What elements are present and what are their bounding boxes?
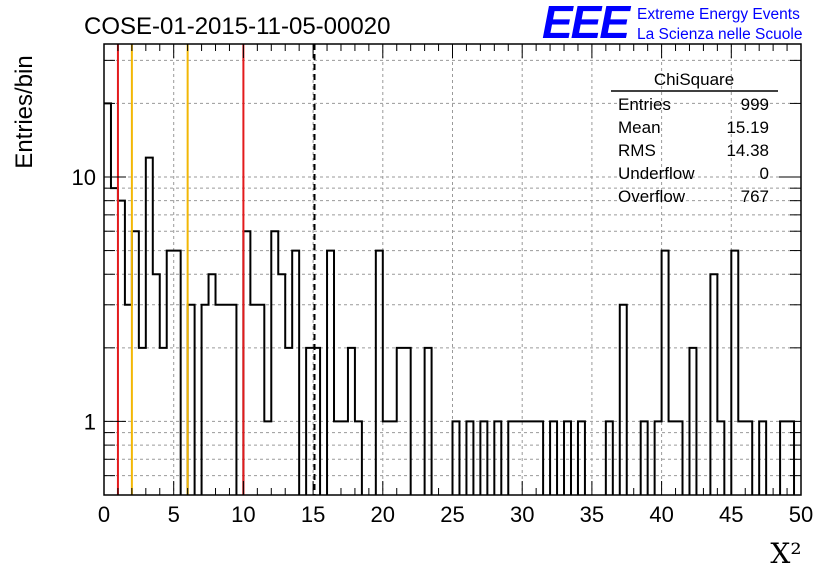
stats-label-mean: Mean: [618, 118, 661, 137]
axis-ticks: [103, 44, 802, 495]
stats-value-entries: 999: [741, 95, 769, 114]
stats-box-title: ChiSquare: [654, 70, 734, 89]
stats-label-overflow: Overflow: [618, 187, 686, 206]
logo-line-2: La Scienza nelle Scuole: [637, 26, 802, 43]
plot-area: [104, 44, 796, 495]
x-tick-label: 30: [510, 502, 534, 527]
x-tick-label: 20: [371, 502, 395, 527]
stats-value-mean: 15.19: [726, 118, 769, 137]
stats-box: ChiSquare Entries 999 Mean 15.19 RMS 14.…: [611, 70, 778, 206]
stats-value-underflow: 0: [760, 164, 769, 183]
x-tick-label: 35: [580, 502, 604, 527]
x-axis-label: X²: [770, 537, 801, 570]
y-tick-label: 1: [84, 409, 96, 434]
tick-labels: 0 5 10 15 20 25 30 35 40 45 50 1 10: [72, 165, 814, 527]
stats-value-rms: 14.38: [726, 141, 769, 160]
x-tick-label: 45: [719, 502, 743, 527]
x-tick-label: 25: [440, 502, 464, 527]
stats-value-overflow: 767: [741, 187, 769, 206]
plot-frame: [103, 43, 802, 496]
y-tick-label: 10: [72, 165, 96, 190]
x-tick-label: 50: [789, 502, 813, 527]
stats-label-rms: RMS: [618, 141, 656, 160]
logo-line-1: Extreme Energy Events: [637, 6, 800, 23]
y-axis-label: Entries/bin: [11, 55, 38, 168]
x-tick-label: 5: [168, 502, 180, 527]
chart-title: COSE-01-2015-11-05-00020: [84, 13, 390, 40]
x-tick-label: 0: [98, 502, 110, 527]
stats-label-underflow: Underflow: [618, 164, 695, 183]
x-tick-label: 15: [301, 502, 325, 527]
eee-logo: EEE Extreme Energy Events La Scienza nel…: [542, 0, 802, 48]
eee-logo-mark: EEE: [542, 0, 631, 48]
stats-label-entries: Entries: [618, 95, 671, 114]
x-tick-label: 40: [649, 502, 673, 527]
histogram-outline: [104, 102, 796, 495]
x-tick-label: 10: [231, 502, 255, 527]
